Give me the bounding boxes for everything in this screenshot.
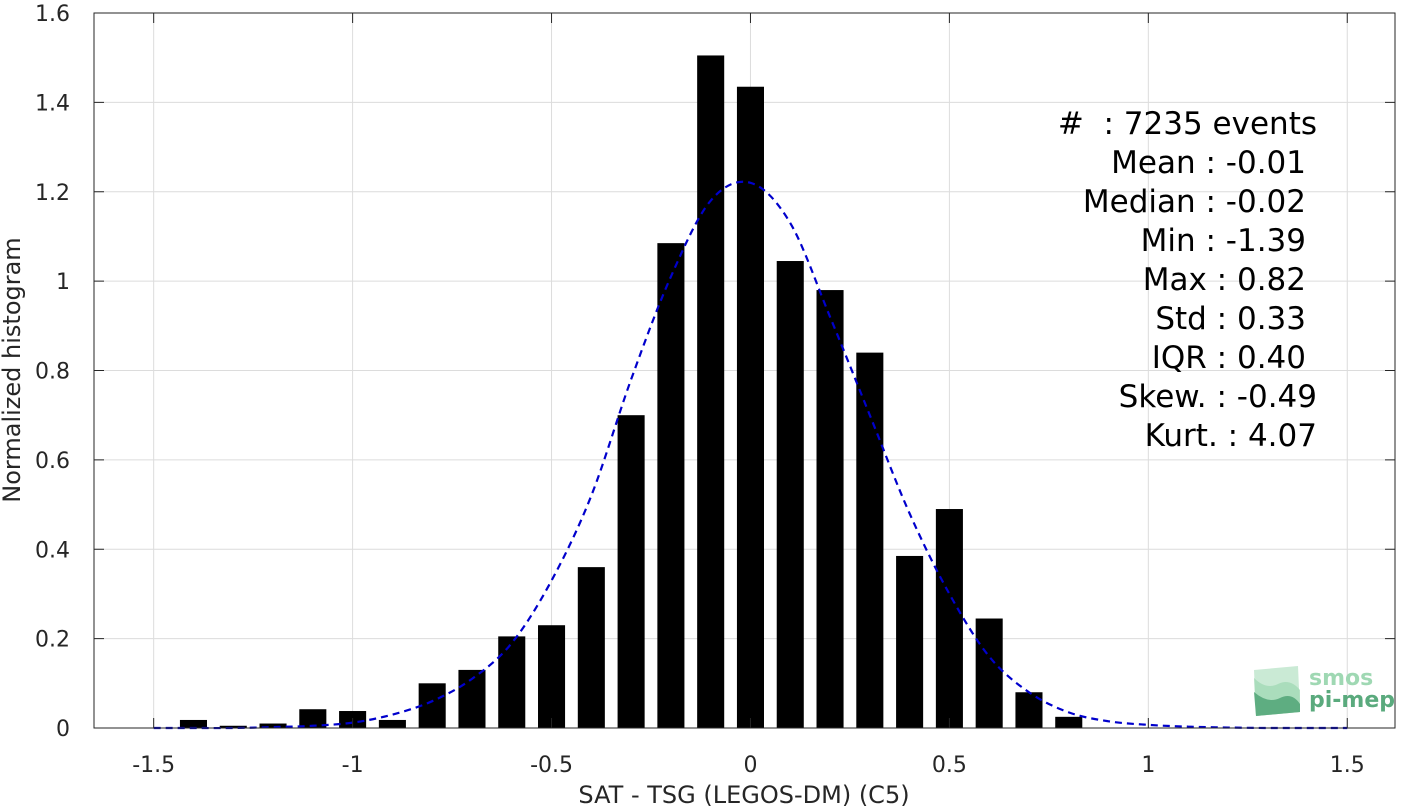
stat-median: Median : -0.02 [1083,184,1306,220]
y-tick-labels: 0 0.2 0.4 0.6 0.8 1 1.2 1.4 1.6 [35,2,70,742]
stat-max: Max : 0.82 [1143,262,1306,298]
bar-10 [577,567,605,728]
bar-8 [498,636,526,728]
bar-0 [179,719,207,728]
x-axis-title: SAT - TSG (LEGOS-DM) (C5) [578,781,909,809]
bar-5 [378,719,406,728]
x-tick-labels: -1.5 -1 -0.5 0 0.5 1 1.5 [132,753,1365,778]
bar-19 [935,509,963,728]
smos-pi-mep-logo: smos pi-mep [1254,666,1395,716]
bar-2 [259,723,287,728]
y-tick-label-0: 0 [56,717,70,742]
x-tick-label-6: 1.5 [1330,753,1365,778]
bar-18 [896,555,924,728]
bar-6 [418,683,446,728]
stat-kurt: Kurt. : 4.07 [1145,418,1317,454]
bar-17 [856,352,884,728]
bar-16 [816,290,844,728]
logo-text-pi-mep: pi-mep [1309,688,1395,713]
bar-11 [617,415,645,728]
x-tick-label-3: 0 [743,753,757,778]
y-tick-label-6: 1.2 [35,181,70,206]
logo-wave-icon [1254,666,1300,716]
axis-ticks [94,12,1395,729]
y-tick-label-4: 0.8 [35,360,70,385]
bar-3 [299,709,327,728]
stat-min: Min : -1.39 [1141,223,1306,259]
x-tick-label-0: -1.5 [132,753,175,778]
y-tick-label-2: 0.4 [35,538,70,563]
histogram-bars [179,55,1083,728]
y-tick-label-8: 1.6 [35,2,70,27]
bar-1 [219,725,247,728]
fit-curve [153,180,1348,730]
x-tick-label-1: -1 [342,753,364,778]
y-tick-label-1: 0.2 [35,628,70,653]
bar-12 [657,243,685,728]
stat-iqr: IQR : 0.40 [1152,340,1306,376]
y-tick-label-3: 0.6 [35,449,70,474]
logo-text-smos: smos [1309,666,1373,691]
bar-22 [1055,716,1083,728]
stat-skew: Skew. : -0.49 [1119,379,1317,415]
y-tick-label-7: 1.4 [35,91,70,116]
stat-events: # : 7235 events [1058,106,1317,142]
x-tick-label-5: 1 [1141,753,1155,778]
y-tick-label-5: 1 [56,270,70,295]
x-tick-label-4: 0.5 [932,753,967,778]
bar-14 [736,86,764,728]
stat-mean: Mean : -0.01 [1111,145,1306,181]
statistics-annotation: # : 7235 events Mean : -0.01 Median : -0… [1058,106,1317,454]
bar-20 [975,618,1003,728]
stat-std: Std : 0.33 [1155,301,1306,337]
x-tick-label-2: -0.5 [530,753,573,778]
bar-15 [776,261,804,728]
y-axis-title: Normalized histogram [0,237,26,502]
bar-13 [697,55,725,728]
bar-9 [538,625,566,728]
